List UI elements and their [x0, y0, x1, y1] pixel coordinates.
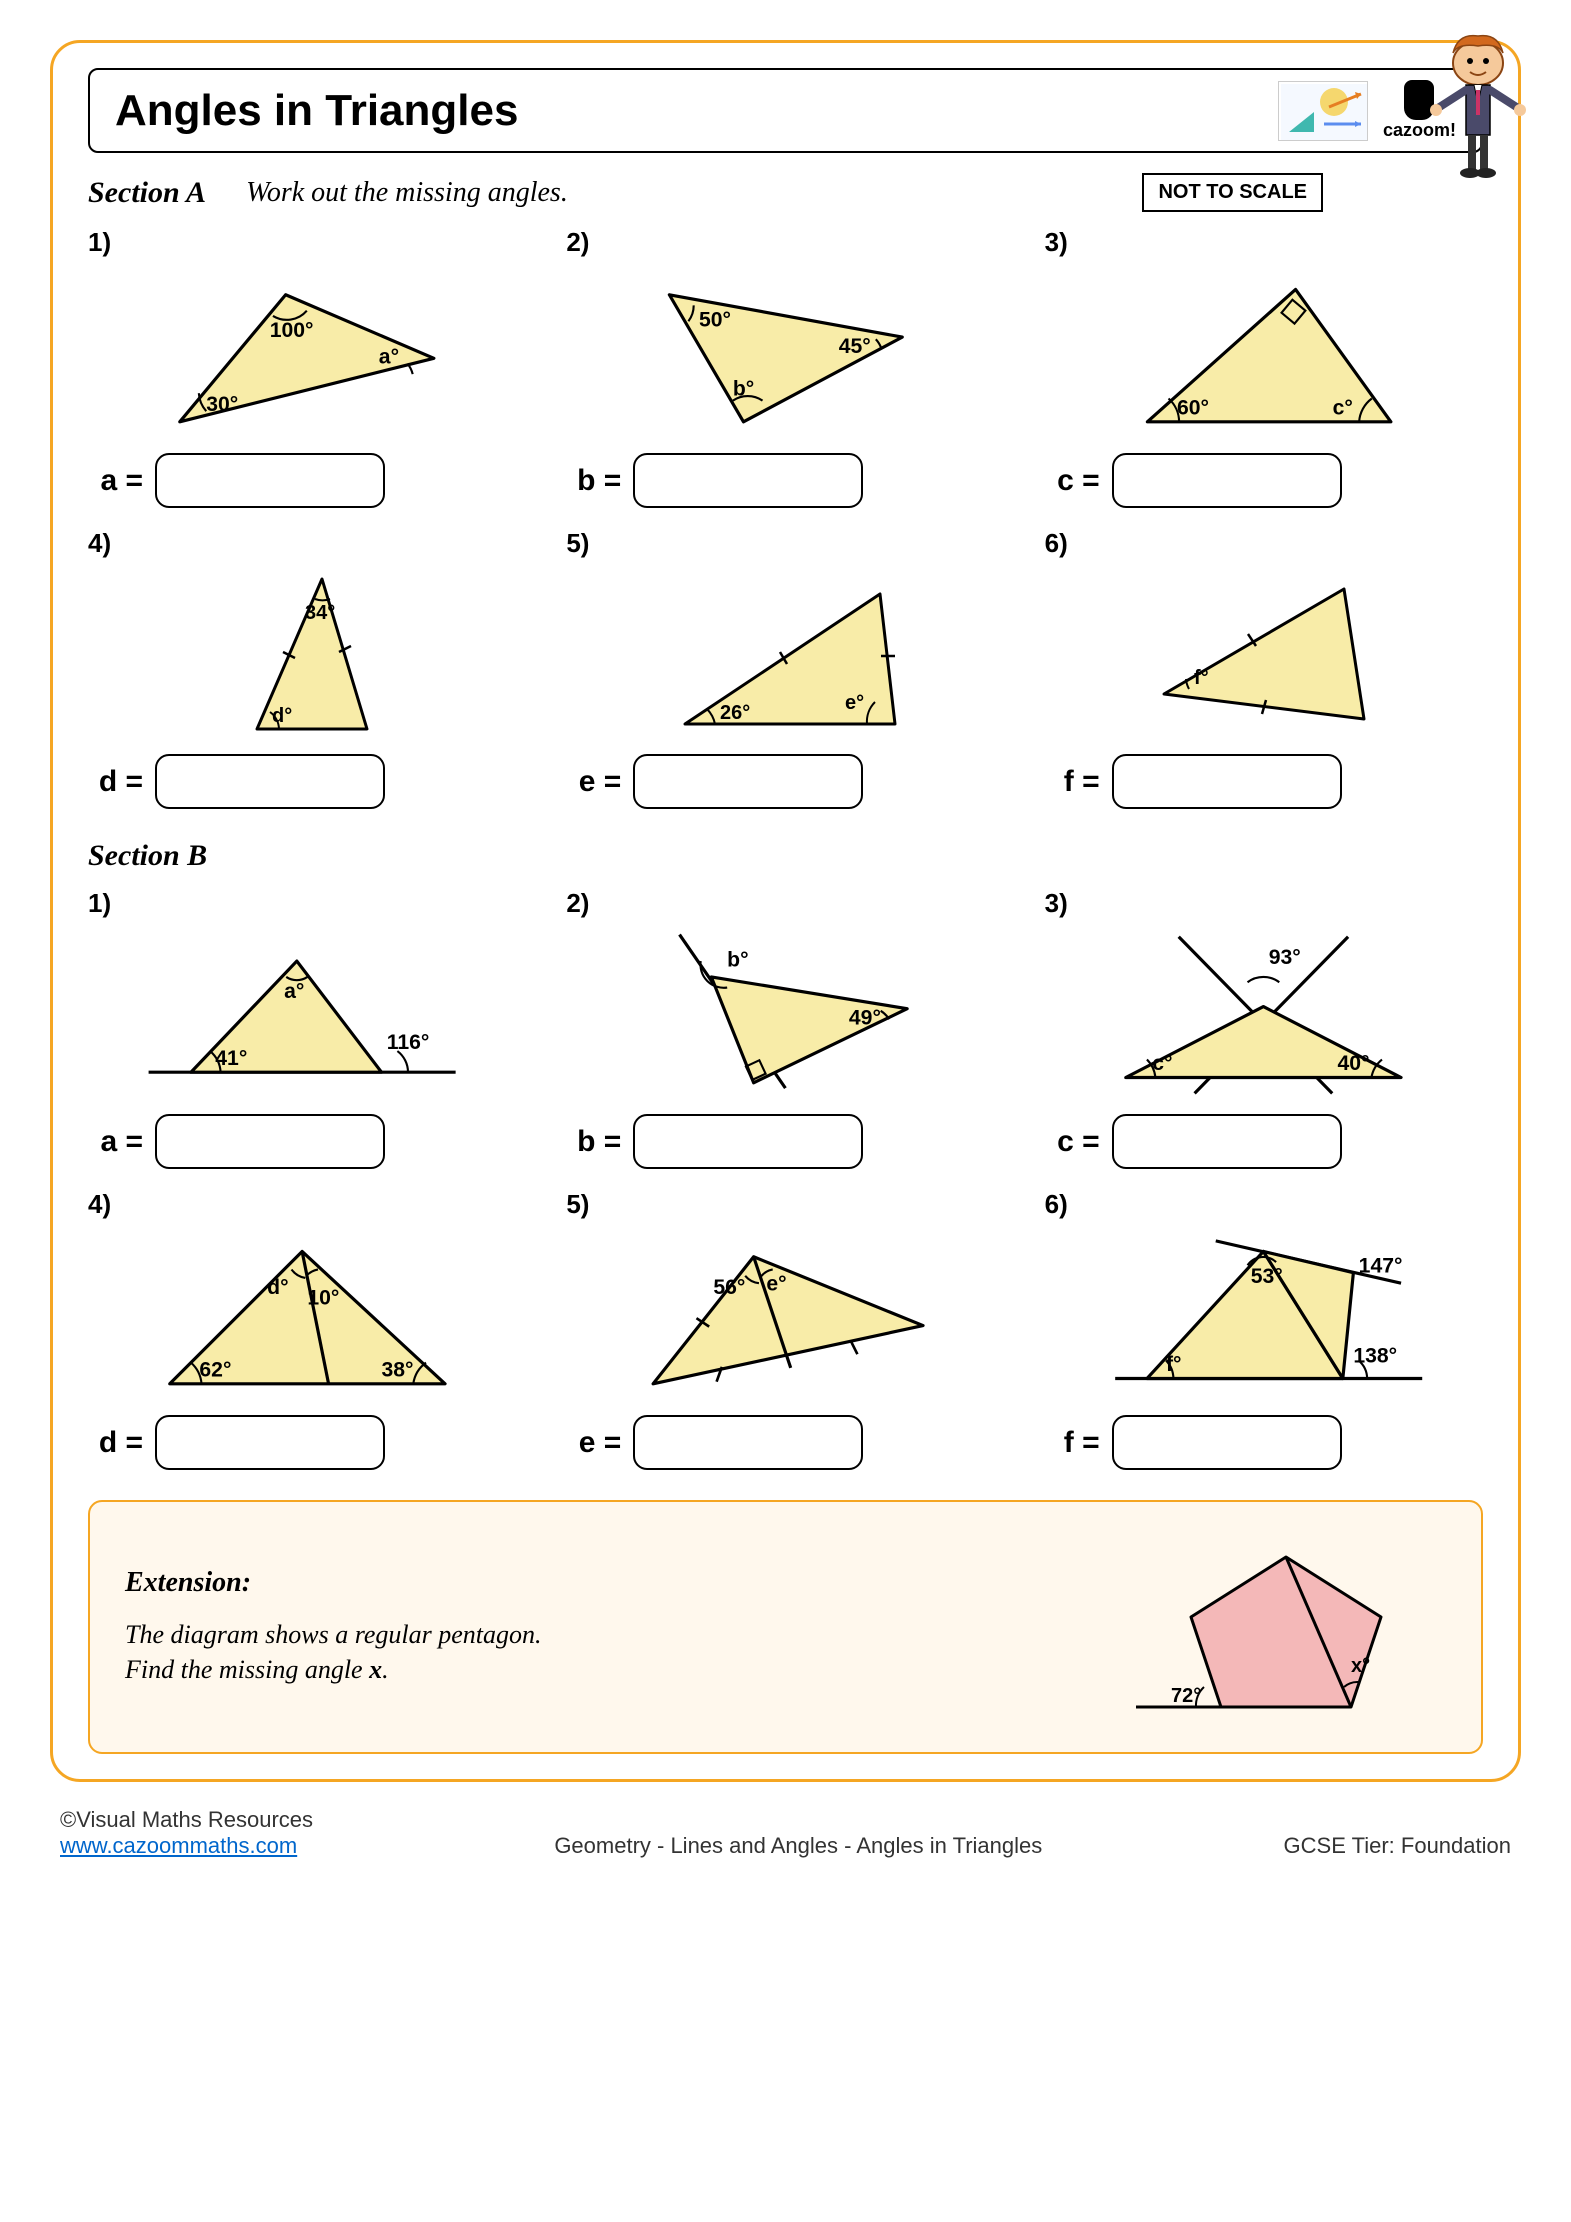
problem-a6: 6) f° f =: [1045, 528, 1483, 809]
extension-box: Extension: The diagram shows a regular p…: [88, 1500, 1483, 1754]
svg-text:d°: d°: [272, 705, 292, 727]
section-b-grid: 1) a° 41° 116° a = 2) b°: [88, 888, 1483, 1470]
answer-input[interactable]: [155, 1114, 385, 1169]
answer-input[interactable]: [633, 1114, 863, 1169]
svg-text:45°: 45°: [838, 335, 870, 358]
extension-title: Extension:: [125, 1567, 1086, 1599]
problem-b6: 6) 53° 147° f° 138° f =: [1045, 1189, 1483, 1470]
problem-a2: 2) 50° 45° b° b =: [566, 227, 1004, 508]
footer-right: GCSE Tier: Foundation: [1284, 1833, 1511, 1859]
svg-text:c°: c°: [1333, 396, 1353, 419]
problem-a3: 3) 60° c° c =: [1045, 227, 1483, 508]
mascot-character: [1418, 28, 1538, 188]
section-a-label: Section A: [88, 176, 206, 210]
pentagon-diagram: 72° x°: [1126, 1527, 1446, 1727]
problem-a5: 5) 26° e° e =: [566, 528, 1004, 809]
svg-text:a°: a°: [379, 346, 399, 369]
answer-input[interactable]: [633, 453, 863, 508]
svg-text:50°: 50°: [699, 309, 731, 332]
svg-text:72°: 72°: [1171, 1685, 1201, 1707]
svg-text:53°: 53°: [1251, 1265, 1283, 1288]
svg-text:10°: 10°: [307, 1286, 339, 1309]
svg-text:138°: 138°: [1354, 1345, 1398, 1368]
section-a-instruction: Work out the missing angles.: [246, 177, 568, 209]
svg-text:40°: 40°: [1338, 1052, 1370, 1075]
chart-icon: [1278, 81, 1368, 141]
answer-input[interactable]: [633, 1415, 863, 1470]
section-a-grid: 1) 100° a° 30° a = 2) 50° 45° b°: [88, 227, 1483, 809]
extension-body: The diagram shows a regular pentagon. Fi…: [125, 1617, 1086, 1687]
svg-text:56°: 56°: [713, 1276, 745, 1299]
svg-text:62°: 62°: [199, 1358, 231, 1381]
svg-text:e°: e°: [845, 692, 864, 714]
svg-text:f°: f°: [1194, 667, 1209, 689]
problem-b1: 1) a° 41° 116° a =: [88, 888, 526, 1169]
answer-input[interactable]: [1112, 1114, 1342, 1169]
svg-text:a°: a°: [284, 980, 304, 1003]
svg-text:93°: 93°: [1269, 946, 1301, 969]
svg-text:49°: 49°: [849, 1007, 881, 1030]
copyright: ©Visual Maths Resources: [60, 1807, 313, 1833]
worksheet-page: Angles in Triangles cazoom! Secti: [50, 40, 1521, 1782]
problem-b3: 3) 93° c° 40° c =: [1045, 888, 1483, 1169]
svg-text:147°: 147°: [1359, 1255, 1403, 1278]
answer-input[interactable]: [633, 754, 863, 809]
svg-text:34°: 34°: [305, 602, 335, 624]
worksheet-title: Angles in Triangles: [115, 86, 518, 136]
answer-input[interactable]: [155, 754, 385, 809]
svg-text:100°: 100°: [270, 319, 314, 342]
svg-text:c°: c°: [1153, 1052, 1173, 1075]
problem-b4: 4) d° 10° 62° 38° d =: [88, 1189, 526, 1470]
svg-text:e°: e°: [766, 1273, 786, 1296]
not-to-scale-badge: NOT TO SCALE: [1142, 173, 1323, 212]
problem-b5: 5) 56° e° e =: [566, 1189, 1004, 1470]
footer-center: Geometry - Lines and Angles - Angles in …: [554, 1833, 1042, 1859]
answer-input[interactable]: [1112, 754, 1342, 809]
page-footer: ©Visual Maths Resources www.cazoommaths.…: [50, 1807, 1521, 1859]
svg-text:30°: 30°: [207, 393, 239, 416]
svg-text:116°: 116°: [387, 1031, 430, 1054]
svg-text:d°: d°: [267, 1276, 288, 1299]
title-box: Angles in Triangles cazoom!: [88, 68, 1483, 153]
answer-input[interactable]: [1112, 453, 1342, 508]
svg-text:38°: 38°: [381, 1358, 413, 1381]
svg-text:x°: x°: [1351, 1655, 1370, 1677]
answer-input[interactable]: [155, 453, 385, 508]
section-b-label: Section B: [88, 839, 207, 873]
svg-text:60°: 60°: [1177, 396, 1209, 419]
problem-b2: 2) b° 49° b =: [566, 888, 1004, 1169]
svg-text:f°: f°: [1166, 1353, 1182, 1376]
answer-input[interactable]: [1112, 1415, 1342, 1470]
svg-text:26°: 26°: [720, 702, 750, 724]
svg-text:b°: b°: [733, 377, 754, 400]
svg-text:41°: 41°: [215, 1047, 247, 1070]
problem-a1: 1) 100° a° 30° a =: [88, 227, 526, 508]
answer-input[interactable]: [155, 1415, 385, 1470]
problem-a4: 4) 34° d° d =: [88, 528, 526, 809]
footer-link[interactable]: www.cazoommaths.com: [60, 1833, 297, 1858]
svg-text:b°: b°: [727, 948, 748, 971]
